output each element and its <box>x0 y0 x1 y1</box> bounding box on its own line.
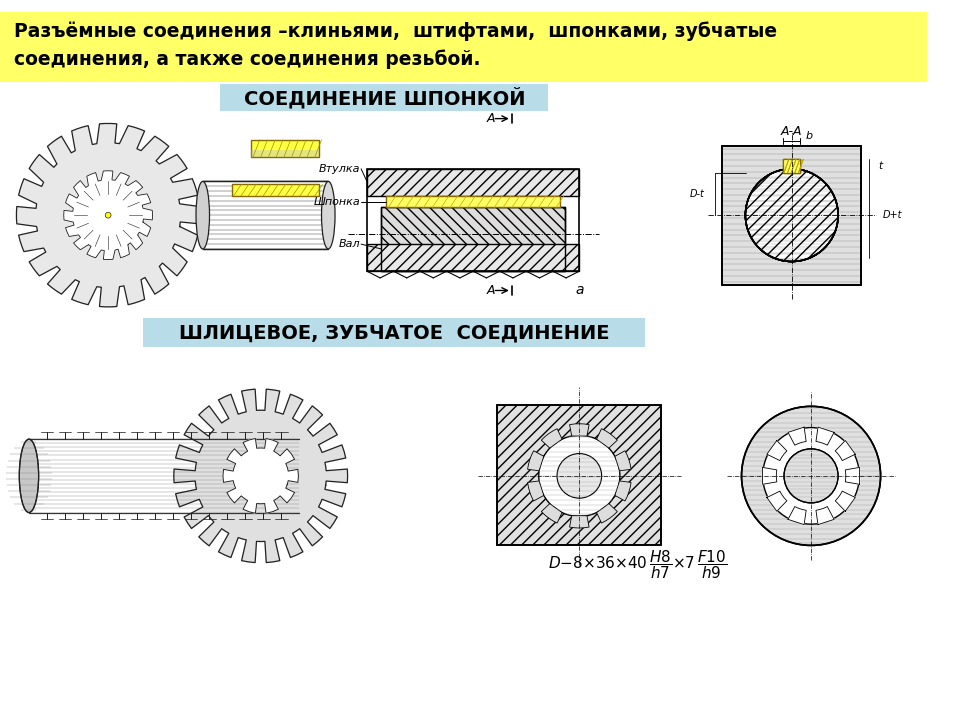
Text: A: A <box>487 112 494 125</box>
Circle shape <box>106 212 111 218</box>
Text: D-t: D-t <box>690 189 705 199</box>
Bar <box>367 168 579 196</box>
Ellipse shape <box>322 181 335 249</box>
Bar <box>143 318 645 348</box>
Bar <box>381 207 564 271</box>
Bar <box>497 405 661 545</box>
Text: Шпонка: Шпонка <box>313 197 360 207</box>
Text: A-A: A-A <box>781 125 803 138</box>
Text: Разъёмные соединения –клиньями,  штифтами,  шпонками, зубчатые: Разъёмные соединения –клиньями, штифтами… <box>14 22 778 42</box>
Polygon shape <box>767 491 787 511</box>
Polygon shape <box>223 438 299 513</box>
Polygon shape <box>596 503 617 523</box>
Polygon shape <box>835 441 855 461</box>
Text: a: a <box>575 284 584 297</box>
Text: t: t <box>878 161 883 171</box>
Polygon shape <box>614 481 631 501</box>
Ellipse shape <box>19 439 38 513</box>
Bar <box>220 84 548 111</box>
Circle shape <box>741 406 880 545</box>
Polygon shape <box>528 451 543 471</box>
Bar <box>367 168 579 271</box>
Bar <box>252 140 319 157</box>
Text: Вал: Вал <box>339 239 360 249</box>
Bar <box>783 159 801 173</box>
Polygon shape <box>816 427 834 445</box>
Polygon shape <box>16 124 200 307</box>
Polygon shape <box>541 428 562 448</box>
Polygon shape <box>767 441 787 461</box>
Bar <box>722 145 861 284</box>
Polygon shape <box>614 451 631 471</box>
Circle shape <box>784 449 838 503</box>
Bar <box>231 184 319 196</box>
Polygon shape <box>596 428 617 448</box>
Circle shape <box>745 168 838 261</box>
Bar <box>252 150 319 157</box>
Polygon shape <box>569 516 589 528</box>
Polygon shape <box>788 427 806 445</box>
Bar <box>497 405 661 545</box>
Circle shape <box>745 168 838 261</box>
Circle shape <box>557 454 602 498</box>
Text: Втулка: Втулка <box>319 164 360 174</box>
Bar <box>381 207 564 271</box>
Text: соединения, а также соединения резьбой.: соединения, а также соединения резьбой. <box>14 50 481 70</box>
Polygon shape <box>846 467 859 485</box>
Bar <box>783 159 801 173</box>
Polygon shape <box>835 491 855 511</box>
Text: СОЕДИНЕНИЕ ШПОНКОЙ: СОЕДИНЕНИЕ ШПОНКОЙ <box>244 86 525 108</box>
Bar <box>722 145 861 284</box>
Bar <box>783 159 801 173</box>
Text: $D{-}8{\times}36{\times}40\,\dfrac{H8}{h7}{\times}7\,\dfrac{F10}{h9}$: $D{-}8{\times}36{\times}40\,\dfrac{H8}{h… <box>547 549 727 581</box>
Polygon shape <box>541 503 562 523</box>
Polygon shape <box>569 424 589 436</box>
Text: ШЛИЦЕВОЕ, ЗУБЧАТОЕ  СОЕДИНЕНИЕ: ШЛИЦЕВОЕ, ЗУБЧАТОЕ СОЕДИНЕНИЕ <box>179 323 610 343</box>
Polygon shape <box>528 481 543 501</box>
Text: b: b <box>805 131 813 141</box>
Polygon shape <box>63 171 153 260</box>
Bar <box>0 12 927 82</box>
Bar <box>367 244 579 271</box>
Circle shape <box>745 168 838 261</box>
Text: A: A <box>487 284 494 297</box>
Text: D+t: D+t <box>882 210 902 220</box>
Bar <box>386 196 560 207</box>
Bar <box>722 145 861 284</box>
Circle shape <box>763 428 859 524</box>
Ellipse shape <box>196 181 209 249</box>
Polygon shape <box>816 507 834 525</box>
Circle shape <box>746 170 837 261</box>
Polygon shape <box>788 507 806 525</box>
Circle shape <box>539 436 620 516</box>
Polygon shape <box>174 389 348 562</box>
Polygon shape <box>762 467 777 485</box>
